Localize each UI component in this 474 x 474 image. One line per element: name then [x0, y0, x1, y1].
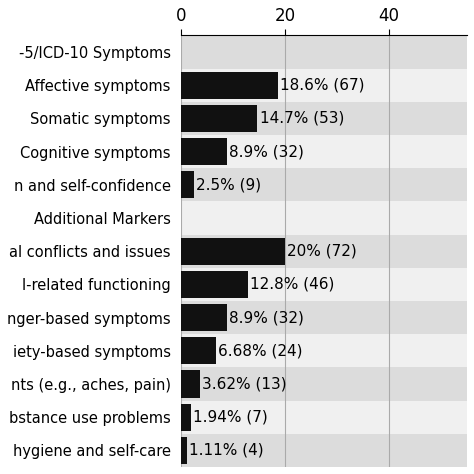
Text: 18.6% (67): 18.6% (67)	[280, 78, 365, 93]
Bar	[181, 105, 257, 132]
Text: 8.9% (32): 8.9% (32)	[229, 144, 304, 159]
Bar	[181, 437, 187, 464]
Text: 20% (72): 20% (72)	[287, 244, 357, 259]
Bar	[181, 171, 194, 199]
Text: 1.94% (7): 1.94% (7)	[193, 410, 268, 425]
Bar	[181, 69, 467, 102]
Bar	[181, 434, 467, 467]
Bar	[181, 370, 200, 398]
Bar	[181, 72, 278, 99]
Bar	[181, 138, 227, 165]
Text: 3.62% (13): 3.62% (13)	[202, 376, 286, 392]
Bar	[181, 404, 191, 431]
Bar	[181, 334, 467, 367]
Text: 14.7% (53): 14.7% (53)	[260, 111, 344, 126]
Bar	[181, 268, 467, 301]
Bar	[181, 337, 216, 365]
Bar	[181, 168, 467, 201]
Bar	[181, 237, 285, 265]
Text: 1.11% (4): 1.11% (4)	[189, 443, 264, 458]
Bar	[181, 301, 467, 334]
Bar	[181, 201, 467, 235]
Text: 6.68% (24): 6.68% (24)	[218, 343, 302, 358]
Bar	[181, 135, 467, 168]
Bar	[181, 401, 467, 434]
Bar	[181, 271, 247, 298]
Text: 8.9% (32): 8.9% (32)	[229, 310, 304, 325]
Bar	[181, 304, 227, 331]
Bar	[181, 102, 467, 135]
Bar	[181, 235, 467, 268]
Bar	[181, 367, 467, 401]
Text: 2.5% (9): 2.5% (9)	[196, 177, 261, 192]
Bar	[181, 36, 467, 69]
Text: 12.8% (46): 12.8% (46)	[250, 277, 334, 292]
